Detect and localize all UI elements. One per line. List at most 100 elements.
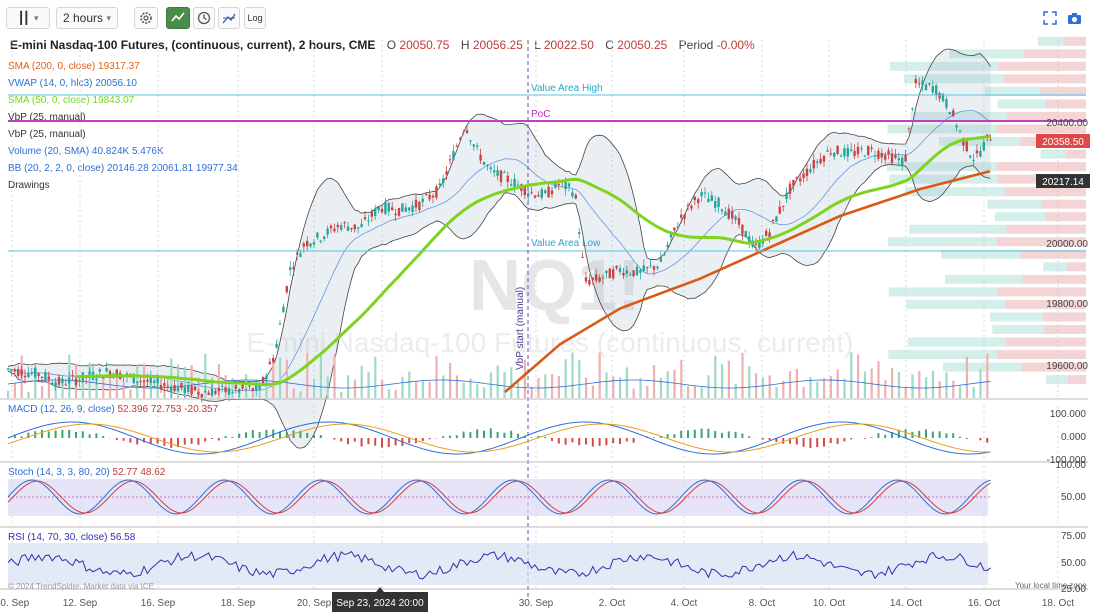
candle (686, 202, 690, 211)
settings-button[interactable] (134, 7, 158, 29)
volume-bar (163, 391, 166, 398)
candle-body (975, 150, 979, 154)
candle-body (81, 372, 84, 381)
candle-body (520, 184, 523, 192)
replay-button[interactable] (193, 7, 215, 29)
legend-item[interactable]: SMA (50, 0, close) 19843.07 (8, 92, 238, 109)
legend-item-name: BB (20, 2, 2, 0, close) (8, 163, 105, 174)
candle-body (499, 170, 503, 183)
macd-histogram-bar (115, 438, 118, 440)
candle (822, 154, 826, 168)
chart-style-button[interactable]: ┃┃ ▾ (6, 7, 50, 29)
candle-body (438, 183, 441, 186)
candle-body (309, 243, 312, 247)
volume-bar (129, 389, 132, 398)
candle (23, 369, 27, 384)
volume-bar (945, 372, 948, 398)
interval-select[interactable]: 2 hours ▾ (56, 7, 118, 29)
candle (853, 144, 856, 160)
candle (193, 385, 197, 392)
volume-bar (156, 381, 159, 398)
candle-body (785, 192, 788, 199)
candle-body (428, 194, 431, 200)
candle (741, 224, 744, 241)
vbp-bar (909, 224, 1007, 234)
vbp-bar (987, 199, 1042, 209)
candle-body (476, 145, 479, 147)
time-tick-label: 10. Oct (813, 598, 845, 609)
candle (819, 152, 822, 165)
macd-histogram-bar (347, 438, 349, 445)
candle-body (839, 155, 843, 157)
vbp-bar (994, 212, 1046, 222)
legend-item[interactable]: BB (20, 2, 2, 0, close) 20146.28 20061.8… (8, 160, 238, 177)
volume-bar (353, 379, 356, 398)
volume-bar (95, 379, 98, 398)
candle (581, 252, 584, 259)
drawing-tools-button[interactable] (218, 7, 240, 29)
legend-item[interactable]: SMA (200, 0, close) 19317.37 (8, 58, 238, 75)
candle (377, 206, 380, 214)
macd-histogram-bar (918, 430, 921, 438)
legend-item[interactable]: VbP (25, manual) (8, 109, 238, 126)
candle-body (159, 384, 163, 390)
rsi-line (7, 550, 991, 580)
candle-body (969, 155, 972, 158)
indicators-button[interactable] (166, 7, 190, 29)
fullscreen-button[interactable] (1040, 7, 1060, 29)
vbp-bar (887, 237, 997, 247)
volume-bar (850, 352, 853, 398)
volume-bar (816, 381, 819, 398)
candle (758, 235, 761, 250)
volume-bar (170, 358, 173, 398)
candle (391, 201, 394, 211)
candle-body (850, 149, 853, 151)
candle-body (173, 385, 176, 392)
candle (465, 125, 469, 135)
pane-tick-label: 100.000 (1050, 409, 1087, 420)
candle (707, 192, 710, 203)
legend-item[interactable]: VbP (25, manual) (8, 126, 238, 143)
candle-body (47, 376, 50, 380)
legend-item[interactable]: VWAP (14, 0, hlc3) 20056.10 (8, 75, 238, 92)
volume-bar (88, 362, 91, 398)
toolbar: ┃┃ ▾ 2 hours ▾ Log (0, 0, 1100, 36)
vbp-bar (1046, 375, 1068, 385)
candle-body (622, 272, 625, 276)
macd-histogram-bar (204, 438, 207, 442)
candle-body (982, 142, 985, 151)
candle (894, 149, 897, 160)
candle-body (972, 159, 975, 161)
legend-item[interactable]: Volume (20, SMA) 40.824K 5.476K (8, 143, 238, 160)
candle (595, 268, 598, 284)
chart-title: E-mini Nasdaq-100 Futures, (continuous, … (10, 38, 376, 52)
candle-body (856, 146, 860, 155)
candle-body (792, 179, 795, 187)
candle (829, 147, 832, 157)
volume-bar (653, 365, 656, 398)
period-value: -0.00% (716, 38, 755, 52)
legend-item[interactable]: Drawings (8, 177, 238, 194)
candle (112, 372, 115, 380)
candle-body (258, 384, 261, 390)
candle-body (904, 154, 907, 162)
candle-body (404, 207, 407, 212)
candle-body (44, 371, 47, 380)
vbp-bar (1024, 49, 1086, 59)
clock-icon (197, 11, 211, 25)
volume-bar (748, 366, 751, 398)
time-tick-label: 4. Oct (671, 598, 698, 609)
vbp-bar (1004, 187, 1086, 197)
candle (697, 197, 700, 209)
volume-bar (245, 374, 248, 398)
candle-body (425, 193, 428, 195)
candle-body (649, 265, 652, 267)
log-scale-button[interactable]: Log (244, 7, 266, 29)
candle-body (578, 232, 581, 235)
candle-body (326, 228, 329, 235)
candle (710, 190, 713, 202)
volume-bar (13, 383, 16, 398)
macd-histogram-bar (741, 433, 744, 438)
snapshot-button[interactable] (1064, 7, 1084, 29)
macd-histogram-bar (734, 431, 737, 438)
